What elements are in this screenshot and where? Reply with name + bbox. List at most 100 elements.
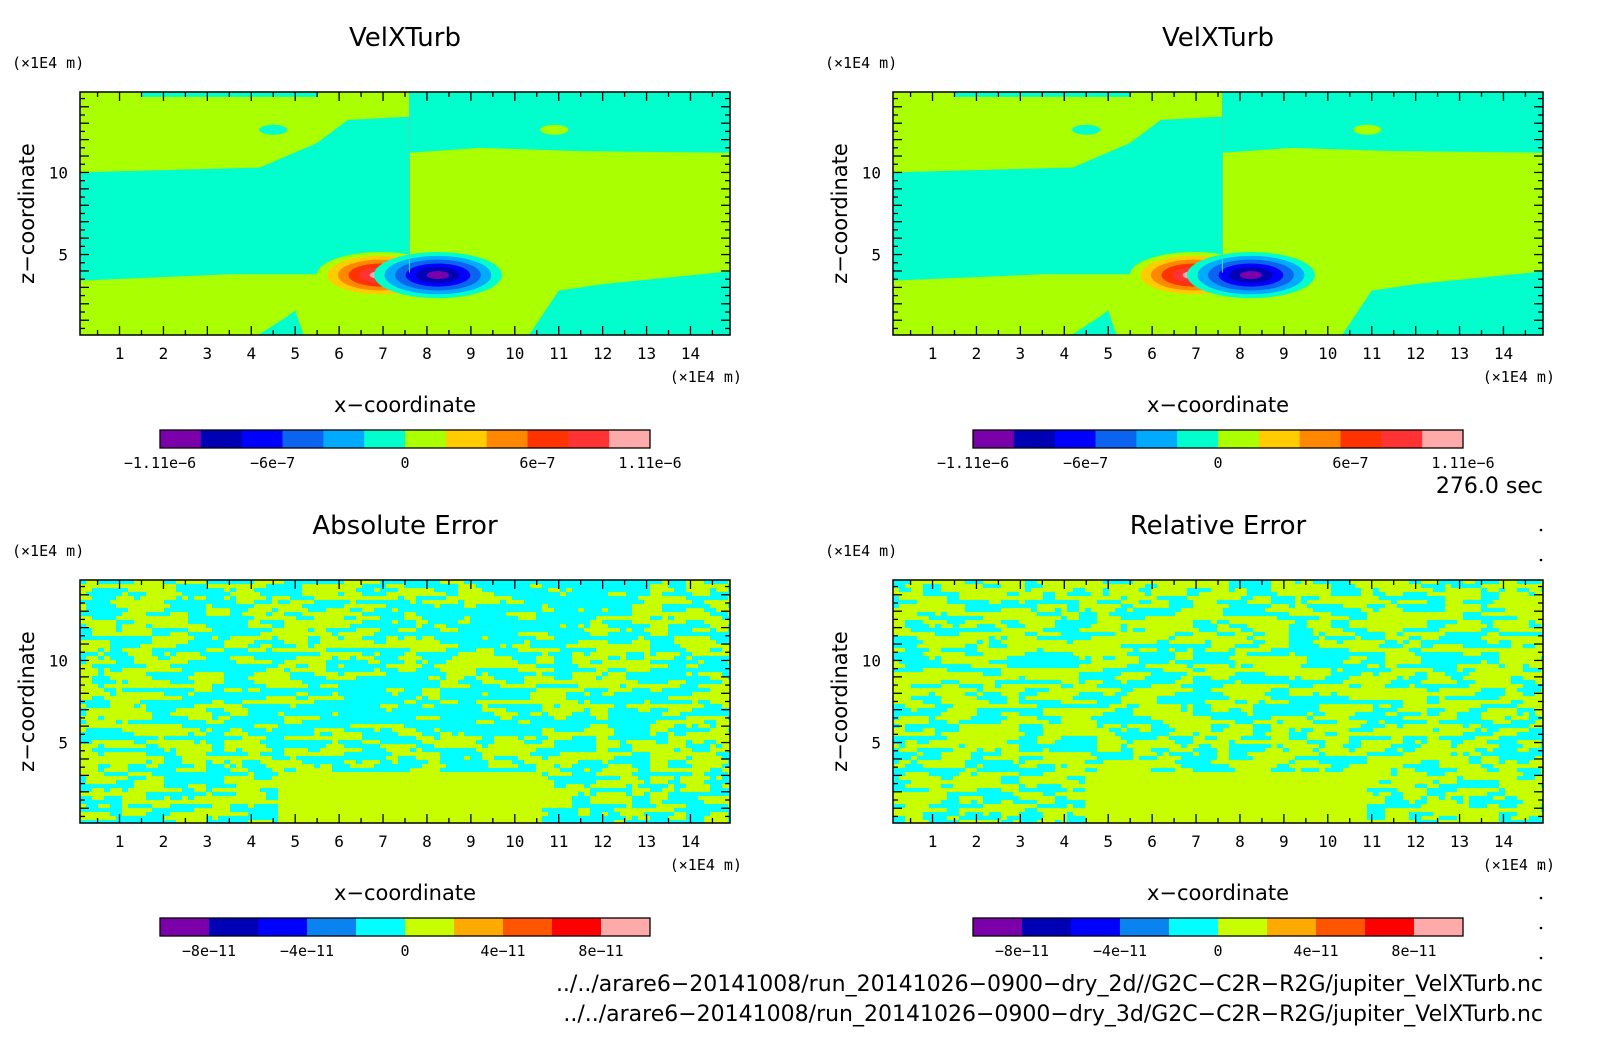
marker-dot: [1539, 926, 1543, 930]
colorbar-swatch: [568, 430, 610, 448]
x-tick-label: 13: [637, 344, 656, 363]
x-tick-label: 14: [1494, 344, 1513, 363]
x-tick-label: 2: [159, 832, 169, 851]
x-tick-label: 5: [1103, 344, 1113, 363]
plot-title: VelXTurb: [349, 23, 461, 53]
colorbar-tick-label: −1.11e−6: [124, 454, 196, 472]
colorbar-tick-label: −6e−7: [250, 454, 295, 472]
vortex-negative: [426, 271, 450, 280]
colorbar-tick-label: 6e−7: [1332, 454, 1368, 472]
colorbar-swatch: [552, 918, 602, 936]
x-tick-label: 3: [203, 832, 213, 851]
x-tick-label: 8: [1235, 344, 1245, 363]
colorbar-swatch: [160, 918, 210, 936]
x-tick-label: 6: [334, 344, 344, 363]
colorbar-swatch: [454, 918, 504, 936]
colorbar-tick-label: 4e−11: [480, 942, 525, 960]
colorbar-swatch: [405, 430, 447, 448]
x-tick-label: 13: [1450, 344, 1469, 363]
x-tick-label: 4: [1059, 344, 1069, 363]
x-tick-label: 2: [972, 832, 982, 851]
colorbar-swatch: [1169, 918, 1219, 936]
x-tick-label: 10: [505, 832, 524, 851]
x-tick-label: 7: [378, 832, 388, 851]
colorbar-tick-label: 0: [400, 454, 409, 472]
marker-dot: [1539, 528, 1543, 532]
colorbar-tick-label: −4e−11: [1093, 942, 1147, 960]
x-tick-label: 12: [593, 344, 612, 363]
colorbar-swatch: [307, 918, 357, 936]
colorbar-swatch: [1381, 430, 1423, 448]
x-tick-label: 9: [1279, 344, 1289, 363]
x-tick-label: 8: [422, 344, 432, 363]
x-tick-label: 5: [290, 832, 300, 851]
colorbar-swatch: [527, 430, 569, 448]
x-tick-label: 3: [1016, 832, 1026, 851]
colorbar-frame: [159, 429, 651, 449]
y-tick-label: 5: [58, 734, 68, 753]
region-negative: [258, 310, 304, 335]
x-tick-label: 3: [203, 344, 213, 363]
region-negative: [409, 92, 730, 153]
x-axis-label: x−coordinate: [1147, 393, 1289, 417]
colorbar-swatch: [1136, 430, 1178, 448]
colorbar: −8e−11 −4e−11 0 4e−11 8e−11: [972, 917, 1464, 960]
colorbar-swatch: [1258, 430, 1301, 448]
colorbar-tick-label: 0: [1213, 942, 1222, 960]
vortex-negative: [1239, 271, 1263, 280]
x-tick-label: 2: [159, 344, 169, 363]
colorbar-swatch: [445, 430, 488, 448]
colorbar-swatch: [209, 918, 259, 936]
colorbar-swatch: [405, 918, 455, 936]
y-tick-label: 5: [58, 246, 68, 265]
contour-field: [80, 92, 730, 335]
colorbar-tick-label: −4e−11: [280, 942, 334, 960]
x-tick-label: 7: [378, 344, 388, 363]
colorbar-tick-label: 8e−11: [578, 942, 623, 960]
colorbar-tick-label: 0: [400, 942, 409, 960]
error-pattern: [893, 580, 1543, 823]
x-axis-label: x−coordinate: [334, 393, 476, 417]
colorbar-swatch: [258, 918, 308, 936]
region-negative: [1342, 271, 1543, 335]
colorbar-swatch: [323, 430, 365, 448]
contour-field: [893, 580, 1543, 823]
colorbar-swatch: [1218, 430, 1260, 448]
colorbar-tick-label: 0: [1213, 454, 1222, 472]
colorbar-frame: [159, 917, 651, 937]
x-tick-label: 11: [1362, 344, 1381, 363]
small-eddy: [1353, 124, 1382, 135]
source-path-1: ../../arare6−20141008/run_20141026−0900−…: [556, 972, 1543, 997]
x-tick-label: 9: [466, 832, 476, 851]
colorbar-tick-label: −6e−7: [1063, 454, 1108, 472]
marker-dot: [1539, 896, 1543, 900]
plot-title: Absolute Error: [312, 511, 498, 541]
colorbar-swatch: [1054, 430, 1096, 448]
x-tick-label: 1: [928, 344, 938, 363]
colorbar-swatch: [1414, 918, 1464, 936]
x-tick-label: 10: [1318, 344, 1337, 363]
colorbar: −1.11e−6 −6e−7 0 6e−7 1.11e−6: [937, 429, 1495, 472]
colorbar-tick-label: 6e−7: [519, 454, 555, 472]
x-tick-label: 9: [1279, 832, 1289, 851]
x-tick-label: 6: [334, 832, 344, 851]
marker-dot: [1539, 558, 1543, 562]
colorbar-tick-label: −1.11e−6: [937, 454, 1009, 472]
colorbar-swatch: [1299, 430, 1341, 448]
region-negative: [1222, 92, 1543, 153]
x-tick-label: 7: [1191, 832, 1201, 851]
y-axis-label: z−coordinate: [828, 143, 852, 284]
y-tick-label: 10: [49, 163, 68, 182]
time-label: 276.0 sec: [1436, 474, 1543, 499]
colorbar-swatch: [609, 430, 651, 448]
colorbar-swatch: [1120, 918, 1170, 936]
x-tick-label: 14: [681, 832, 700, 851]
y-axis-label: z−coordinate: [15, 631, 39, 772]
y-tick-label: 10: [49, 651, 68, 670]
colorbar-swatch: [486, 430, 528, 448]
